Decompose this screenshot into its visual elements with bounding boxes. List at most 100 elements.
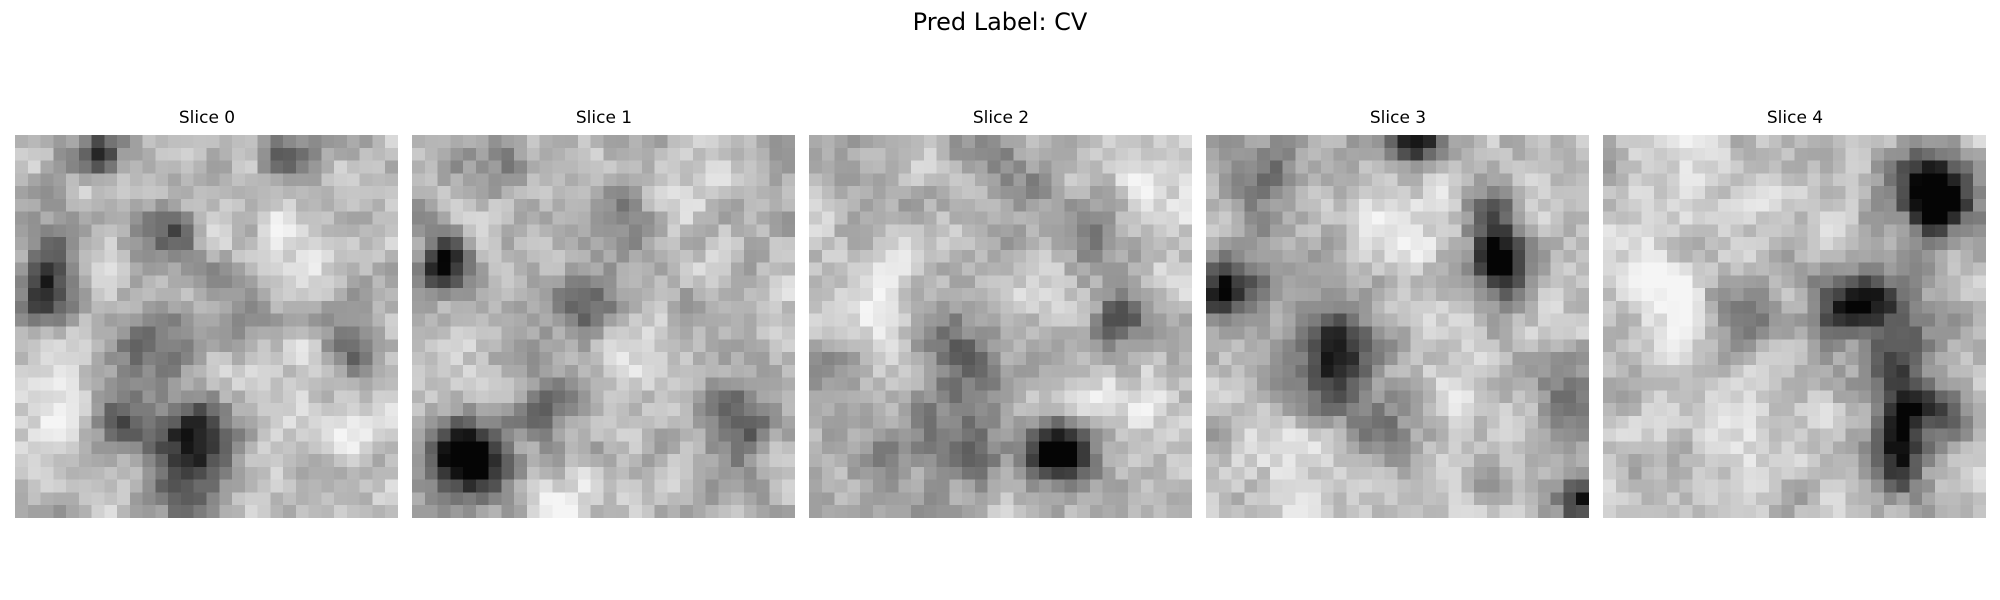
pixel (232, 390, 246, 404)
pixel (769, 313, 783, 327)
pixel (283, 211, 297, 225)
pixel (1909, 300, 1923, 314)
pixel (705, 160, 719, 174)
pixel (1499, 237, 1513, 251)
pixel (40, 262, 54, 276)
pixel (359, 428, 373, 442)
pixel (1231, 466, 1245, 480)
pixel (1871, 198, 1885, 212)
pixel (1038, 237, 1052, 251)
pixel (629, 352, 643, 366)
pixel (1448, 224, 1462, 238)
pixel (232, 237, 246, 251)
pixel (193, 288, 207, 302)
pixel (1410, 198, 1424, 212)
pixel (1423, 224, 1437, 238)
pixel (244, 390, 258, 404)
pixel (692, 288, 706, 302)
pixel (66, 160, 80, 174)
pixel (1474, 262, 1488, 276)
pixel (667, 249, 681, 263)
pixel (117, 186, 131, 200)
pixel (641, 352, 655, 366)
pixel (1448, 428, 1462, 442)
pixel (450, 288, 464, 302)
pixel (1973, 147, 1986, 161)
pixel (232, 428, 246, 442)
pixel (1858, 466, 1872, 480)
pixel (1947, 364, 1961, 378)
pixel (590, 454, 604, 468)
pixel (1308, 198, 1322, 212)
pixel (1832, 147, 1846, 161)
pixel (359, 352, 373, 366)
pixel (129, 186, 143, 200)
pixel (244, 147, 258, 161)
pixel (885, 466, 899, 480)
pixel (1512, 249, 1526, 263)
pixel (743, 186, 757, 200)
pixel (232, 479, 246, 493)
pixel (424, 262, 438, 276)
pixel (526, 390, 540, 404)
pixel (1448, 300, 1462, 314)
pixel (1845, 262, 1859, 276)
pixel (860, 211, 874, 225)
pixel (1499, 390, 1513, 404)
pixel (1692, 403, 1706, 417)
pixel (40, 352, 54, 366)
pixel (911, 479, 925, 493)
pixel (15, 262, 29, 276)
pixel (1257, 428, 1271, 442)
pixel (641, 466, 655, 480)
pixel (692, 352, 706, 366)
slice-title: Slice 0 (178, 108, 236, 128)
pixel (66, 198, 80, 212)
pixel (1628, 364, 1642, 378)
pixel (667, 224, 681, 238)
pixel (1768, 135, 1782, 149)
pixel (667, 364, 681, 378)
pixel (1705, 492, 1719, 506)
pixel (577, 313, 591, 327)
pixel (539, 211, 553, 225)
pixel (769, 505, 783, 518)
pixel (1537, 364, 1551, 378)
pixel (1537, 135, 1551, 149)
pixel (1807, 428, 1821, 442)
pixel (1218, 492, 1232, 506)
pixel (1973, 466, 1986, 480)
pixel (168, 224, 182, 238)
pixel (1486, 326, 1500, 340)
pixel (463, 249, 477, 263)
pixel (244, 505, 258, 518)
pixel (1206, 339, 1220, 353)
pixel (1628, 352, 1642, 366)
pixel (769, 377, 783, 391)
pixel (1768, 505, 1782, 518)
pixel (321, 479, 335, 493)
pixel (577, 300, 591, 314)
pixel (1717, 492, 1731, 506)
pixel (872, 492, 886, 506)
pixel (91, 198, 105, 212)
pixel (15, 237, 29, 251)
pixel (731, 211, 745, 225)
pixel (1692, 275, 1706, 289)
pixel (1794, 147, 1808, 161)
pixel (1705, 364, 1719, 378)
pixel (1730, 262, 1744, 276)
pixel (603, 288, 617, 302)
pixel (1115, 505, 1129, 518)
pixel (91, 403, 105, 417)
pixel (923, 288, 937, 302)
pixel (1563, 390, 1577, 404)
pixel (1423, 186, 1437, 200)
pixel (1934, 492, 1948, 506)
pixel (1140, 505, 1154, 518)
pixel (1909, 288, 1923, 302)
pixel (53, 135, 67, 149)
pixel (1730, 466, 1744, 480)
pixel (756, 160, 770, 174)
pixel (1934, 364, 1948, 378)
